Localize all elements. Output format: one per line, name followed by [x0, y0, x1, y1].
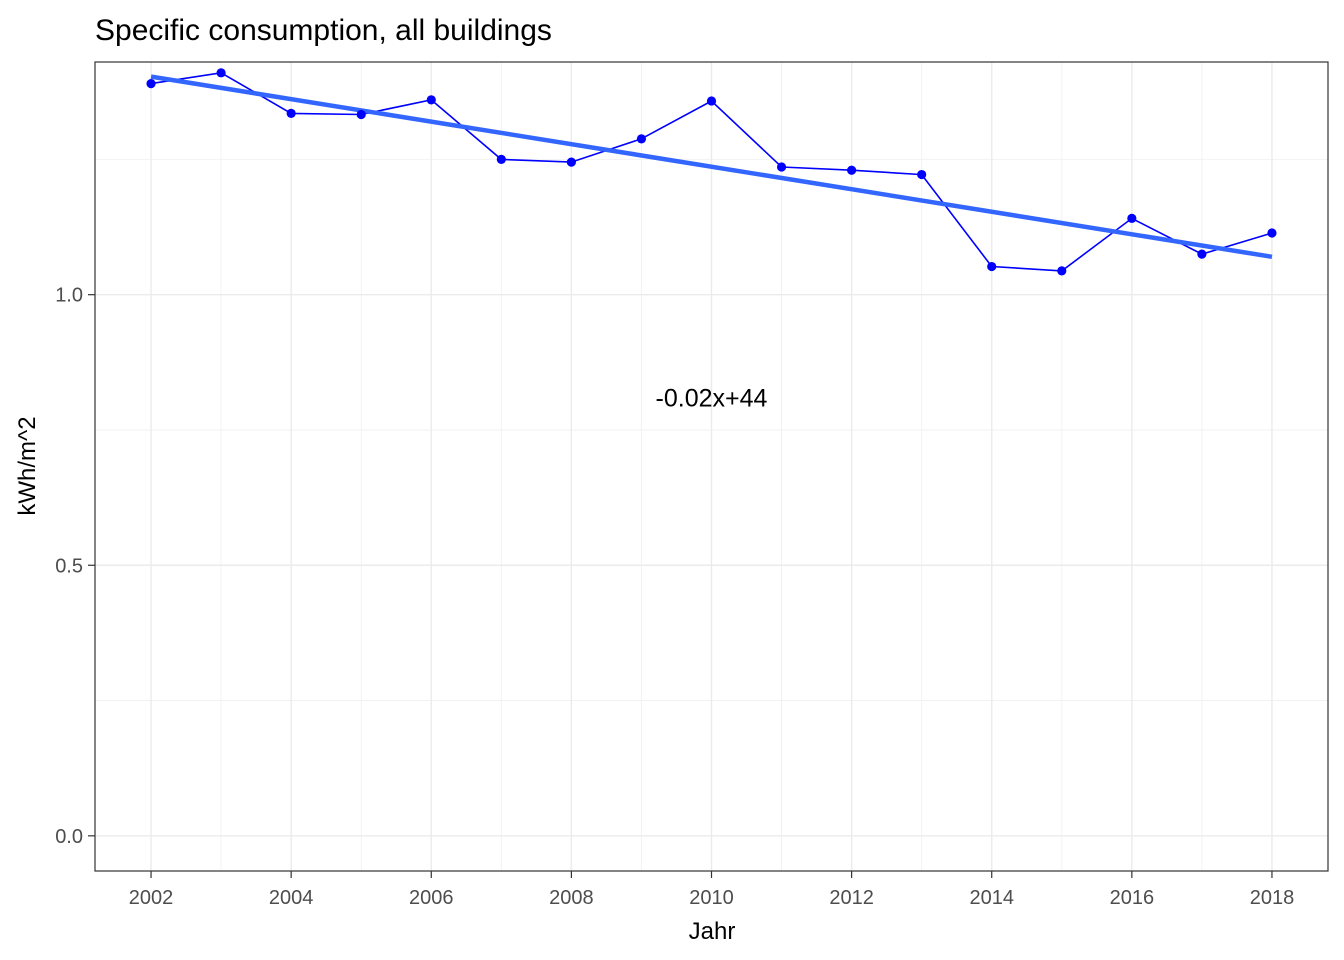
data-point	[1267, 228, 1277, 238]
data-point	[426, 95, 436, 105]
data-point	[1057, 266, 1067, 276]
data-point	[216, 68, 226, 78]
x-axis-title: Jahr	[689, 918, 736, 945]
y-axis-title: kWh/m^2	[14, 416, 41, 515]
data-point	[1197, 249, 1207, 259]
data-point	[566, 157, 576, 167]
data-point	[146, 79, 156, 89]
data-point	[496, 154, 506, 165]
x-axis: 2002 2004 2006 2008 2010 2012 2014 2016 2018	[129, 871, 1294, 909]
data-point	[706, 96, 717, 106]
y-tick-label: 1.0	[55, 285, 83, 307]
x-tick-label: 2004	[269, 887, 314, 909]
data-point	[1127, 213, 1137, 223]
data-point	[636, 134, 647, 144]
data-point	[286, 108, 296, 119]
x-tick-label: 2006	[409, 887, 454, 909]
data-point	[987, 261, 997, 272]
y-axis: 0.0 0.5 1.0	[55, 285, 95, 848]
x-tick-label: 2014	[969, 887, 1014, 909]
data-point	[847, 165, 857, 175]
x-tick-label: 2018	[1250, 887, 1295, 909]
x-tick-label: 2010	[689, 887, 734, 909]
trend-equation-label: -0.02x+44	[656, 385, 768, 413]
x-tick-label: 2008	[549, 887, 594, 909]
trend-line	[150, 74, 1273, 260]
x-tick-label: 2012	[829, 887, 874, 909]
chart-title: Specific consumption, all buildings	[95, 14, 552, 47]
y-tick-label: 0.5	[55, 555, 83, 577]
x-tick-label: 2016	[1110, 887, 1155, 909]
data-point	[776, 162, 787, 172]
y-tick-label: 0.0	[55, 826, 83, 848]
major-gridlines	[95, 62, 1328, 871]
data-point	[356, 109, 366, 120]
x-tick-label: 2002	[129, 887, 174, 909]
series-layer: -0.02x+44	[146, 68, 1277, 413]
data-point	[917, 169, 927, 180]
